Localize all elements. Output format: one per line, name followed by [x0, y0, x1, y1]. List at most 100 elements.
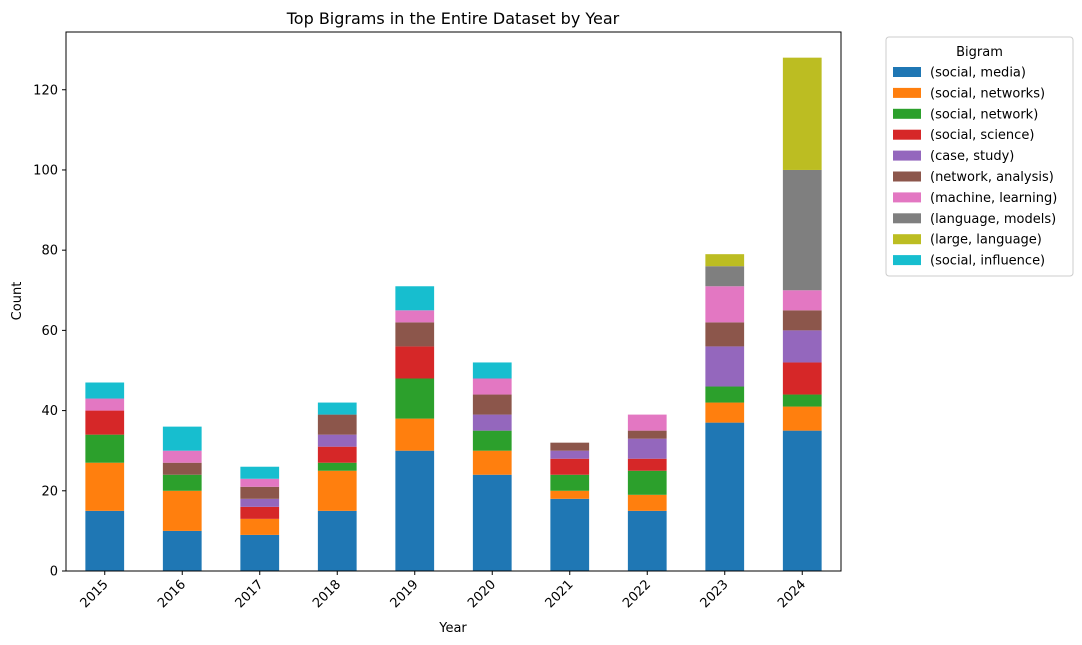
bar-segment-2019-1 — [395, 418, 435, 451]
bar-segment-2020-0 — [472, 474, 512, 571]
x-tick-label: 2024 — [775, 577, 809, 611]
legend-label: (social, media) — [930, 66, 1026, 81]
bar-segment-2018-0 — [317, 510, 357, 571]
y-tick-label: 80 — [41, 244, 58, 259]
x-tick-label: 2018 — [310, 577, 344, 611]
bars-group — [85, 57, 822, 571]
x-axis: 2015 2016 2017 2018 2019 2020 2021 2022 2023 2024 — [78, 571, 809, 611]
bar-segment-2018-5 — [317, 414, 357, 435]
legend-label: (network, analysis) — [930, 170, 1054, 185]
x-tick-label: 2022 — [620, 577, 654, 611]
legend-label: (large, language) — [930, 233, 1042, 248]
bar-segment-2015-6 — [85, 398, 125, 411]
bar-segment-2021-2 — [550, 474, 590, 491]
bar-segment-2020-1 — [472, 450, 512, 475]
bar-segment-2018-3 — [317, 446, 357, 463]
bar-segment-2024-8 — [782, 57, 822, 170]
x-tick-label: 2020 — [465, 577, 499, 611]
legend-frame — [885, 36, 1074, 277]
bar-segment-2016-0 — [162, 530, 202, 571]
bar-segment-2024-0 — [782, 430, 822, 571]
bar-segment-2017-1 — [240, 518, 280, 535]
bar-segment-2019-3 — [395, 346, 435, 379]
bar-segment-2021-5 — [550, 442, 590, 451]
y-axis: 0 20 40 60 80 100 120 — [33, 83, 66, 580]
bar-segment-2023-0 — [705, 422, 745, 571]
bar-segment-2023-2 — [705, 386, 745, 403]
legend-title: Bigram — [956, 45, 1003, 60]
bar-segment-2022-4 — [627, 438, 667, 459]
legend-label: (social, networks) — [930, 86, 1045, 101]
bar-segment-2023-6 — [705, 286, 745, 323]
bar-segment-2022-2 — [627, 470, 667, 495]
bar-segment-2015-0 — [85, 510, 125, 571]
bar-segment-2016-5 — [162, 462, 202, 475]
bar-segment-2021-0 — [550, 498, 590, 571]
legend-swatch — [893, 213, 921, 224]
bar-segment-2015-1 — [85, 462, 125, 511]
bar-segment-2015-9 — [85, 382, 125, 399]
x-tick-label: 2019 — [388, 577, 422, 611]
legend-label: (social, network) — [930, 107, 1038, 122]
legend-swatch — [893, 108, 921, 119]
bar-segment-2024-1 — [782, 406, 822, 431]
legend-swatch — [893, 255, 921, 266]
legend-label: (machine, learning) — [930, 191, 1057, 206]
bar-segment-2020-9 — [472, 362, 512, 379]
bar-segment-2022-0 — [627, 510, 667, 571]
bar-segment-2015-3 — [85, 410, 125, 435]
bar-segment-2024-2 — [782, 394, 822, 407]
bar-segment-2017-0 — [240, 534, 280, 571]
bar-segment-2023-5 — [705, 322, 745, 347]
bar-segment-2020-2 — [472, 430, 512, 451]
bar-segment-2017-6 — [240, 478, 280, 487]
legend-swatch — [893, 87, 921, 98]
bar-segment-2019-5 — [395, 322, 435, 347]
x-tick-label: 2017 — [233, 577, 267, 611]
bar-segment-2022-6 — [627, 414, 667, 431]
bar-segment-2024-6 — [782, 290, 822, 311]
bar-segment-2016-6 — [162, 450, 202, 463]
bar-segment-2021-1 — [550, 490, 590, 499]
legend-swatch — [893, 234, 921, 245]
y-tick-label: 40 — [41, 404, 58, 419]
y-axis-label: Count — [10, 282, 25, 321]
x-tick-label: 2023 — [698, 577, 732, 611]
bar-segment-2022-1 — [627, 494, 667, 511]
bar-segment-2017-3 — [240, 506, 280, 519]
x-tick-label: 2015 — [78, 577, 112, 611]
chart-title: Top Bigrams in the Entire Dataset by Yea… — [286, 9, 620, 28]
legend-label: (social, influence) — [930, 254, 1045, 269]
bar-segment-2023-1 — [705, 402, 745, 423]
bar-segment-2019-9 — [395, 286, 435, 311]
bar-segment-2022-5 — [627, 430, 667, 439]
legend-label: (case, study) — [930, 149, 1014, 164]
bar-segment-2016-1 — [162, 490, 202, 531]
y-tick-label: 100 — [33, 163, 58, 178]
bar-segment-2019-2 — [395, 378, 435, 419]
legend-label: (language, models) — [930, 212, 1056, 227]
plot-frame — [65, 31, 842, 572]
bar-segment-2018-1 — [317, 470, 357, 511]
legend-swatch — [893, 129, 921, 140]
legend-label: (social, science) — [930, 128, 1034, 143]
x-tick-label: 2016 — [155, 577, 189, 611]
legend: Bigram (social, media) (social, networks)… — [885, 36, 1074, 277]
legend-items: (social, media) (social, networks) (social… — [893, 66, 1057, 269]
bar-segment-2024-3 — [782, 362, 822, 395]
x-axis-label: Year — [438, 621, 467, 636]
bar-segment-2018-2 — [317, 462, 357, 471]
legend-swatch — [893, 67, 921, 77]
bar-segment-2015-2 — [85, 434, 125, 463]
bar-segment-2017-4 — [240, 498, 280, 507]
bar-segment-2022-3 — [627, 458, 667, 471]
bar-segment-2016-2 — [162, 474, 202, 491]
bar-segment-2017-9 — [240, 466, 280, 479]
legend-swatch — [893, 192, 921, 203]
bar-segment-2023-8 — [705, 254, 745, 267]
bar-segment-2024-5 — [782, 310, 822, 331]
bar-segment-2024-7 — [782, 169, 822, 291]
bar-segment-2021-4 — [550, 450, 590, 459]
legend-swatch — [893, 150, 921, 161]
